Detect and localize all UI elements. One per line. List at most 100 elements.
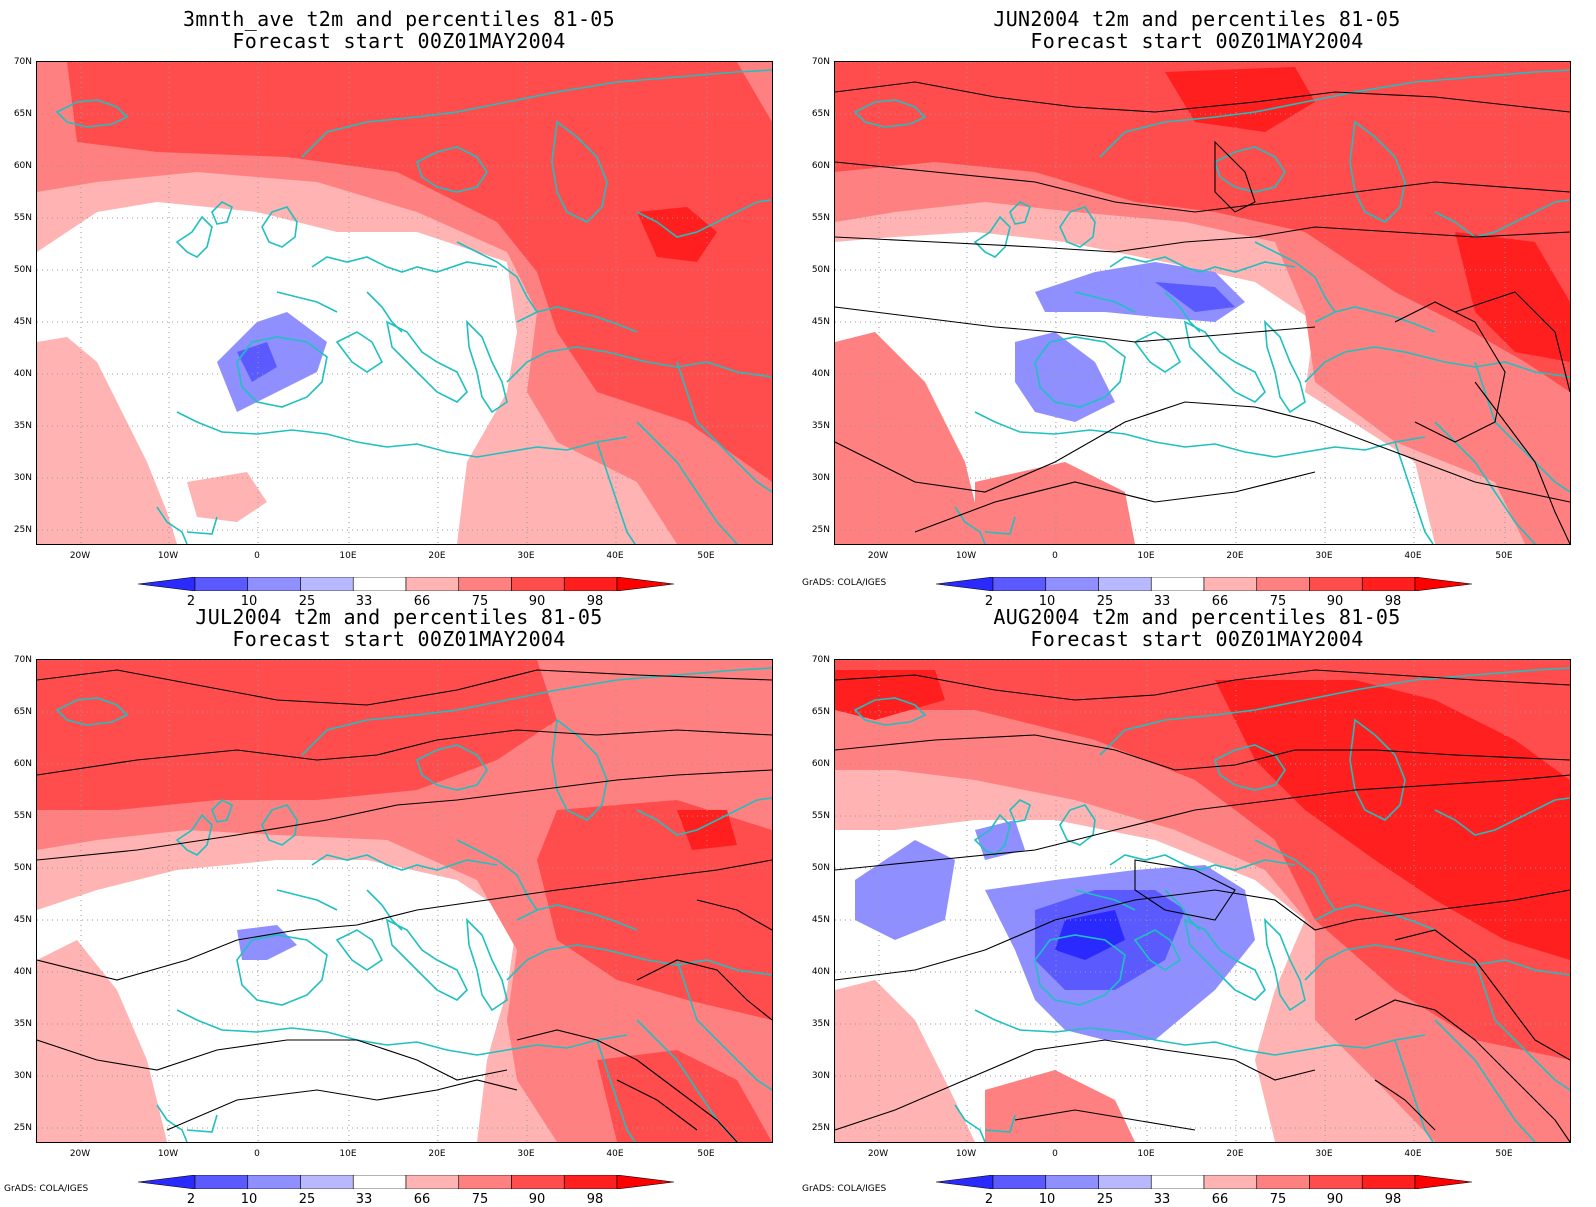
lon-label: 10E — [1137, 1149, 1155, 1159]
lon-label: 50E — [697, 1149, 715, 1159]
coastline — [1009, 799, 1031, 823]
coastline — [416, 744, 488, 791]
coastlines — [853, 667, 1570, 1142]
lon-label: 30E — [517, 551, 535, 561]
coastline — [973, 215, 1011, 258]
colorbar-label: 66 — [413, 594, 431, 609]
colorbar-label: 25 — [298, 594, 316, 609]
coastline — [211, 201, 233, 225]
lon-label: 20W — [867, 1149, 889, 1159]
grads-credit: GrADS: COLA/IGES — [802, 578, 887, 588]
colorbar-segment — [1150, 1174, 1205, 1190]
colorbar-label: 66 — [1211, 594, 1229, 609]
coastline — [1254, 839, 1336, 911]
coastline — [156, 506, 188, 544]
colorbar-label: 2 — [984, 1192, 994, 1207]
lat-label: 25N — [13, 1123, 32, 1133]
lat-label: 30N — [811, 473, 830, 483]
lon-label: 20E — [428, 551, 446, 561]
coastline — [596, 441, 636, 544]
coastline — [636, 199, 772, 238]
percentile-shade — [835, 62, 1570, 392]
lat-label: 30N — [13, 473, 32, 483]
panel-title: JUL2004 t2m and percentiles 81-05 — [195, 605, 603, 629]
coastline — [175, 813, 213, 856]
percentile-shade — [1155, 282, 1235, 312]
lon-label: 20E — [428, 1149, 446, 1159]
colorbar-segment — [352, 1174, 407, 1190]
coastline — [506, 944, 772, 981]
coastline — [261, 804, 298, 846]
colorbar — [137, 1174, 675, 1190]
colorbar-arrow-high — [1414, 576, 1473, 592]
coastline — [1474, 361, 1570, 493]
lon-label: 10W — [157, 551, 179, 561]
lat-label: 55N — [811, 811, 830, 821]
lat-label: 45N — [811, 915, 830, 925]
isotherm — [37, 729, 772, 776]
colorbar — [935, 576, 1473, 592]
coastline — [1304, 346, 1570, 383]
panel-subtitle: Forecast start 00Z01MAY2004 — [1030, 627, 1364, 651]
percentile-shade — [1165, 67, 1315, 132]
coastline — [974, 411, 1426, 458]
isotherm — [835, 889, 1570, 981]
lon-label: 50E — [1495, 551, 1513, 561]
lat-label: 55N — [13, 811, 32, 821]
map-canvas — [835, 660, 1570, 1142]
isotherm — [636, 959, 772, 1021]
lat-label: 70N — [811, 655, 830, 665]
lat-label: 55N — [811, 213, 830, 223]
coastline — [176, 411, 628, 458]
percentile-shade — [67, 62, 772, 482]
coastline — [1349, 120, 1406, 223]
lat-label: 40N — [811, 967, 830, 977]
colorbar-segment — [352, 576, 407, 592]
coastline — [1164, 889, 1201, 931]
coastline — [954, 1104, 986, 1142]
lat-label: 65N — [811, 109, 830, 119]
coastline — [551, 120, 608, 223]
panel-subtitle: Forecast start 00Z01MAY2004 — [232, 627, 566, 651]
lon-label: 0 — [1052, 551, 1058, 561]
lon-label: 40E — [1404, 1149, 1422, 1159]
coastline — [366, 291, 403, 333]
lat-label: 40N — [13, 369, 32, 379]
coastline — [506, 346, 772, 383]
colorbar-label: 98 — [1384, 1192, 1402, 1207]
isotherm — [516, 1029, 738, 1142]
temperature-contours — [37, 669, 772, 1142]
lon-label: 40E — [1404, 551, 1422, 561]
coastline — [551, 718, 608, 821]
coastline — [1074, 889, 1136, 911]
colorbar — [137, 576, 675, 592]
isotherm — [835, 401, 1570, 503]
percentile-shade — [1055, 910, 1125, 960]
lat-label: 25N — [811, 1123, 830, 1133]
coastline — [175, 215, 213, 258]
lon-label: 10E — [339, 1149, 357, 1159]
colorbar-segment — [1309, 1174, 1363, 1190]
panel-subtitle: Forecast start 00Z01MAY2004 — [1030, 29, 1364, 53]
isotherm — [1014, 1109, 1196, 1131]
lon-label: 0 — [1052, 1149, 1058, 1159]
lat-label: 40N — [13, 967, 32, 977]
coastline — [1394, 1039, 1434, 1142]
colorbar-label: 98 — [586, 594, 604, 609]
map-area — [834, 61, 1571, 545]
colorbar-arrow-high — [616, 1174, 675, 1190]
colorbar-segment — [1203, 1174, 1258, 1190]
colorbar-label: 33 — [355, 594, 373, 609]
colorbar-label: 2 — [186, 1192, 196, 1207]
coastline — [385, 320, 468, 403]
map-panel: 3mnth_ave t2m and percentiles 81-05 Forec… — [0, 0, 798, 609]
colorbar-segment — [1361, 1174, 1416, 1190]
map-canvas — [37, 660, 772, 1142]
coastline — [261, 206, 298, 248]
coastline — [1349, 718, 1406, 821]
coastline — [1474, 959, 1570, 1091]
colorbar-label: 75 — [1269, 594, 1287, 609]
colorbar-label: 10 — [240, 594, 258, 609]
colorbar-label: 25 — [1096, 1192, 1114, 1207]
coastline — [311, 854, 498, 871]
